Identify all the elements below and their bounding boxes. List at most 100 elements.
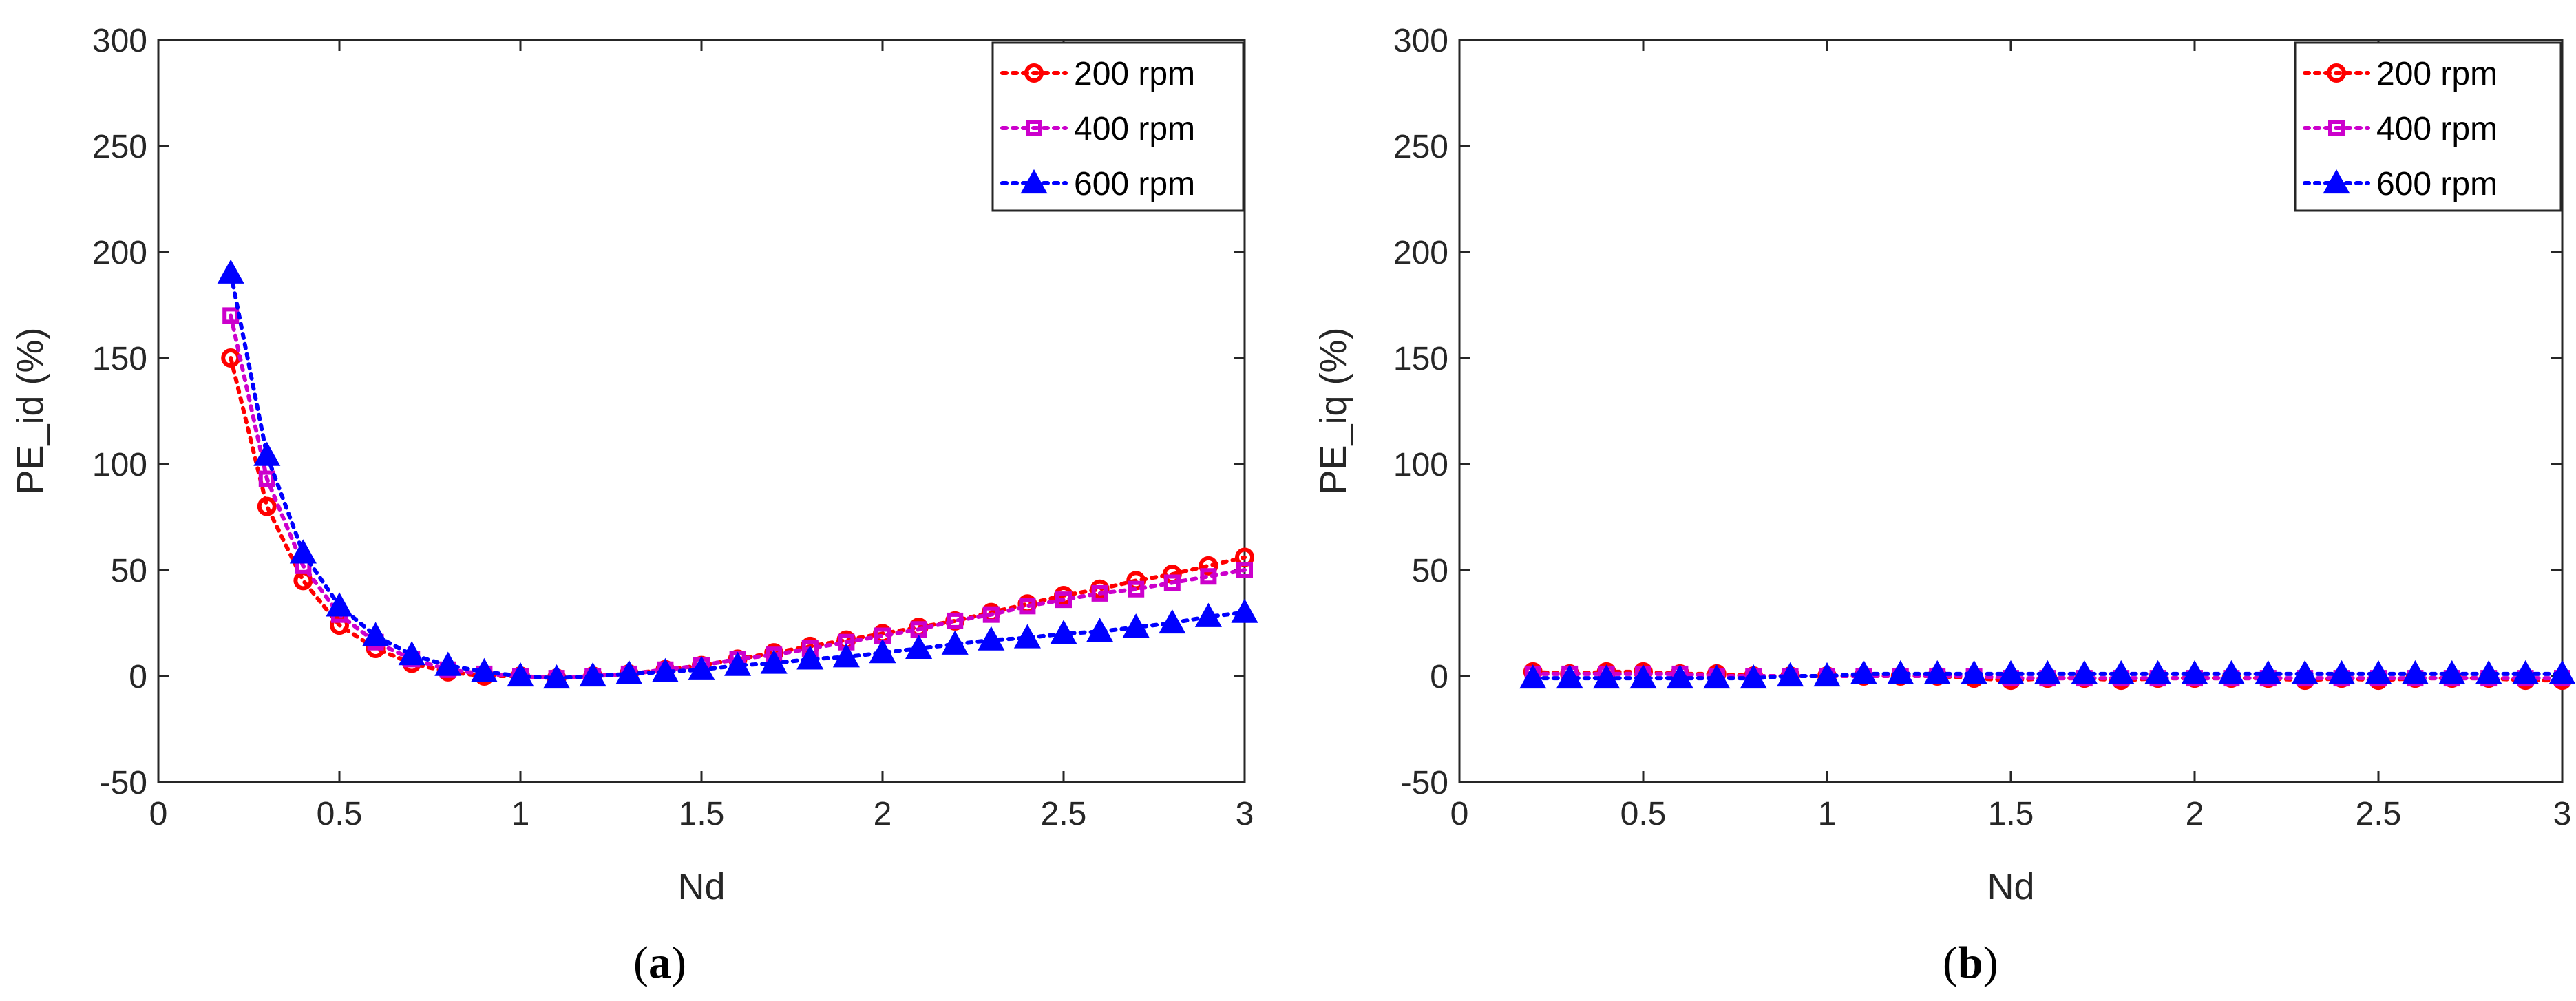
panel-caption-b: (b)	[1943, 938, 1998, 988]
data-point-a-2	[832, 643, 860, 668]
chart-panel-a: 0 0.5 1 1.5 2 2.5 3-50050100150200250300NdPE_i…	[10, 23, 1258, 988]
data-point-b-2	[2181, 660, 2208, 685]
data-point-a-1	[1236, 562, 1253, 578]
y-tick-label-b: 200	[1393, 235, 1448, 271]
legend-marker-a-2	[1020, 169, 1048, 194]
data-point-a-1	[1019, 598, 1036, 615]
data-point-b-2	[2107, 660, 2135, 685]
data-point-a-1	[258, 470, 275, 487]
data-point-a-2	[362, 622, 390, 646]
y-tick-label-a: 50	[111, 553, 147, 589]
data-point-a-2	[579, 662, 606, 687]
data-point-b-2	[1519, 664, 1547, 689]
y-tick-label-b: 100	[1393, 447, 1448, 483]
legend-label-a-2: 600 rpm	[1074, 166, 1195, 202]
data-point-a-2	[869, 639, 896, 664]
x-tick-label-a: 0	[149, 796, 168, 832]
legend-marker-b-1	[2328, 120, 2345, 136]
legend-label-b-2: 600 rpm	[2376, 166, 2498, 202]
chart-panel-b: 0 0.5 1 1.5 2 2.5 3-50050100150200250300NdPE_i…	[1313, 23, 2576, 988]
y-tick-label-a: 150	[92, 341, 147, 377]
data-point-b-2	[1703, 664, 1731, 689]
x-tick-label-a: 1.5	[679, 796, 725, 832]
data-point-b-2	[2034, 660, 2061, 685]
data-point-b-2	[1556, 664, 1583, 689]
data-point-b-2	[1593, 664, 1620, 689]
data-point-a-1	[982, 606, 1000, 623]
y-tick-label-b: 0	[1430, 659, 1448, 695]
data-point-a-1	[1163, 574, 1181, 591]
x-tick-label-a: 2.5	[1041, 796, 1087, 832]
data-point-a-2	[1086, 618, 1114, 642]
data-point-b-2	[2548, 660, 2576, 685]
data-point-a-2	[326, 592, 353, 617]
x-axis-label-a: Nd	[677, 866, 725, 907]
legend-marker-b-0	[2327, 63, 2346, 83]
data-point-a-2	[941, 630, 969, 655]
data-point-a-1	[947, 612, 964, 629]
x-tick-label-b: 3	[2553, 796, 2572, 832]
data-point-b-2	[1740, 664, 1767, 689]
data-point-a-2	[978, 626, 1005, 651]
x-tick-label-b: 0	[1450, 796, 1469, 832]
data-point-a-2	[615, 660, 643, 685]
y-tick-label-b: 250	[1393, 129, 1448, 165]
data-point-a-2	[688, 655, 715, 680]
y-tick-label-a: 300	[92, 23, 147, 59]
data-point-a-1	[1091, 584, 1108, 602]
y-tick-label-a: 0	[129, 659, 147, 695]
legend-marker-b-2	[2323, 169, 2350, 194]
data-point-a-1	[222, 307, 240, 324]
legend-marker-a-1	[1026, 120, 1042, 136]
data-point-b-2	[1666, 664, 1693, 689]
x-tick-label-b: 2.5	[2356, 796, 2402, 832]
data-point-a-0	[257, 496, 277, 516]
data-point-a-2	[1050, 620, 1077, 644]
x-tick-label-b: 1	[1818, 796, 1837, 832]
data-point-a-2	[253, 441, 281, 466]
data-point-a-2	[1194, 602, 1222, 627]
data-point-a-2	[905, 634, 933, 660]
data-point-a-2	[470, 657, 498, 682]
data-point-a-2	[398, 641, 425, 666]
data-point-b-2	[1813, 662, 1841, 687]
data-point-b-2	[2365, 660, 2392, 685]
data-point-a-2	[1231, 598, 1258, 623]
legend-label-b-0: 200 rpm	[2376, 56, 2498, 92]
y-tick-label-a: 250	[92, 129, 147, 165]
data-point-a-2	[289, 539, 317, 564]
legend-label-a-1: 400 rpm	[1074, 111, 1195, 147]
y-tick-label-b: 50	[1412, 553, 1448, 589]
data-point-a-2	[1159, 609, 1186, 634]
data-point-a-0	[330, 615, 349, 635]
data-point-b-2	[2217, 660, 2245, 685]
data-point-a-0	[1199, 556, 1218, 576]
data-point-a-2	[1122, 613, 1150, 638]
data-point-a-2	[543, 664, 571, 689]
y-axis-label-a: PE_id (%)	[10, 327, 51, 494]
data-point-a-2	[507, 662, 534, 687]
x-tick-label-a: 2	[874, 796, 892, 832]
data-point-a-2	[796, 645, 824, 670]
y-tick-label-a: 200	[92, 235, 147, 271]
data-point-b-2	[1923, 660, 1951, 685]
legend-marker-a-0	[1024, 63, 1044, 83]
data-point-b-2	[2328, 660, 2356, 685]
data-point-b-2	[1887, 660, 1914, 685]
data-point-b-2	[1961, 660, 1988, 685]
series-line-a-2	[229, 271, 1247, 681]
y-axis-label-b: PE_iq (%)	[1313, 327, 1354, 494]
data-point-a-2	[760, 649, 788, 674]
y-tick-label-b: 150	[1393, 341, 1448, 377]
data-point-a-2	[217, 259, 244, 284]
data-point-a-2	[651, 657, 679, 682]
x-tick-label-b: 2	[2186, 796, 2204, 832]
data-point-a-1	[1055, 591, 1072, 609]
data-point-b-2	[2401, 660, 2429, 685]
data-point-b-2	[2144, 660, 2172, 685]
data-point-b-2	[2512, 660, 2540, 685]
data-point-b-2	[2255, 660, 2282, 685]
x-axis-label-b: Nd	[1987, 866, 2034, 907]
data-point-b-2	[2475, 660, 2502, 685]
legend-label-b-1: 400 rpm	[2376, 111, 2498, 147]
